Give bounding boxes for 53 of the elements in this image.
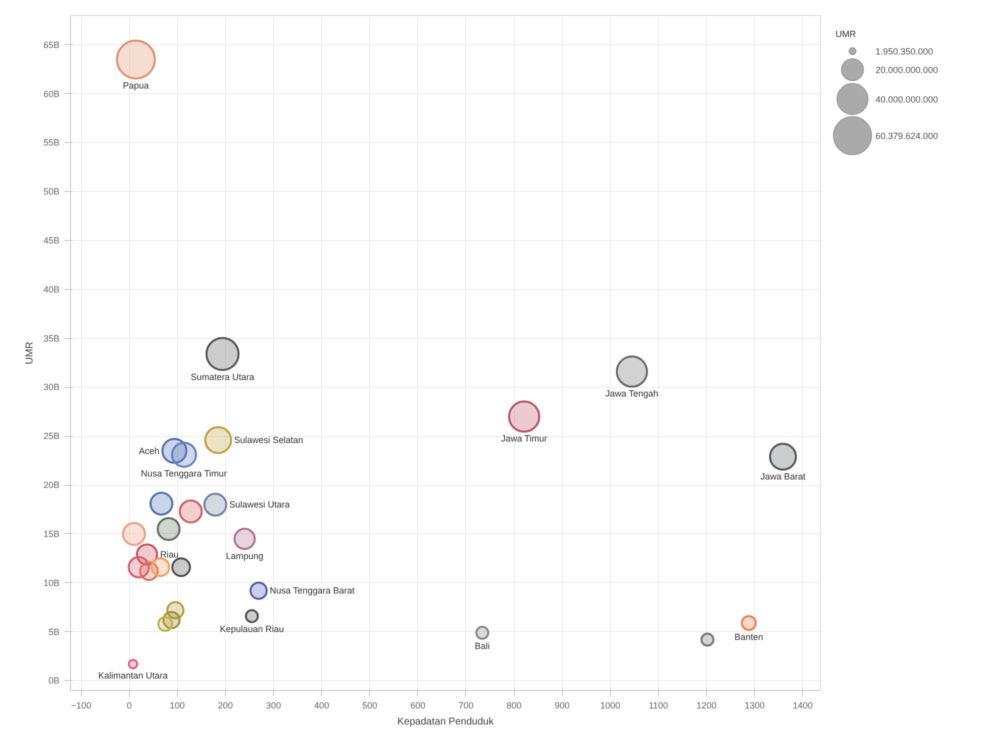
legend-label: 40.000.000.000 (876, 94, 938, 105)
y-tick-label: 0B (48, 676, 60, 686)
legend-label: 60.379.624.000 (876, 131, 938, 142)
x-tick-label: 800 (506, 700, 522, 710)
annotation: Bali (474, 640, 490, 651)
annotation: Sulawesi Selatan (234, 435, 304, 446)
annotation: Aceh (138, 446, 160, 456)
y-tick-label: 5B (48, 626, 60, 637)
annotation: Riau (160, 550, 179, 560)
annotation: Lampung (226, 550, 264, 561)
x-tick-label: 700 (458, 700, 474, 710)
y-tick-label: 10B (43, 578, 60, 588)
legend-label: 1.950.350.000 (876, 46, 934, 57)
x-tick-label: 1400 (792, 700, 813, 710)
annotation: Papua (122, 80, 149, 90)
y-tick-label: 40B (43, 284, 60, 294)
annotation: Jawa Tengah (605, 388, 658, 399)
y-tick-label: 25B (43, 431, 60, 442)
y-tick-label: 20B (43, 480, 60, 490)
y-tick-label: 45B (43, 236, 60, 246)
y-tick-label: 30B (43, 382, 60, 392)
x-tick-label: −100 (70, 700, 92, 710)
x-tick-label: 1000 (600, 700, 620, 710)
annotation: Banten (734, 632, 764, 642)
y-tick-label: 15B (43, 528, 60, 539)
y-axis-title: UMR (24, 342, 36, 364)
x-axis-title: Kepadatan Penduduk (397, 716, 495, 728)
x-tick-label: 600 (410, 700, 426, 710)
x-tick-label: 0 (126, 700, 132, 710)
annotation: Sulawesi Utara (229, 500, 290, 510)
annotation: Jawa Timur (501, 434, 548, 444)
x-tick-label: 1200 (696, 700, 717, 710)
x-tick-label: 500 (362, 700, 378, 710)
legend-title: UMR (836, 29, 856, 40)
annotation: Jawa Barat (760, 472, 806, 482)
legend-label: 20.000.000.000 (876, 65, 938, 76)
x-tick-label: 300 (266, 700, 282, 710)
y-tick-label: 60B (43, 88, 60, 99)
y-tick-label: 35B (43, 333, 60, 344)
y-tick-label: 55B (43, 138, 60, 148)
annotation: Sumatera Utara (190, 372, 254, 382)
annotation: Kalimantan Utara (98, 670, 168, 680)
x-tick-label: 400 (314, 700, 330, 710)
annotation: Kepulauan Riau (220, 624, 284, 634)
annotation: Nusa Tenggara Barat (270, 586, 356, 596)
x-tick-label: 1300 (744, 700, 765, 710)
x-tick-label: 200 (218, 700, 233, 710)
y-tick-label: 65B (43, 40, 60, 50)
y-tick-label: 50B (43, 186, 60, 197)
x-tick-label: 900 (554, 700, 570, 710)
x-tick-label: 1100 (648, 700, 668, 710)
annotation: Nusa Tenggara Timur (140, 468, 227, 479)
x-tick-label: 100 (170, 700, 185, 710)
